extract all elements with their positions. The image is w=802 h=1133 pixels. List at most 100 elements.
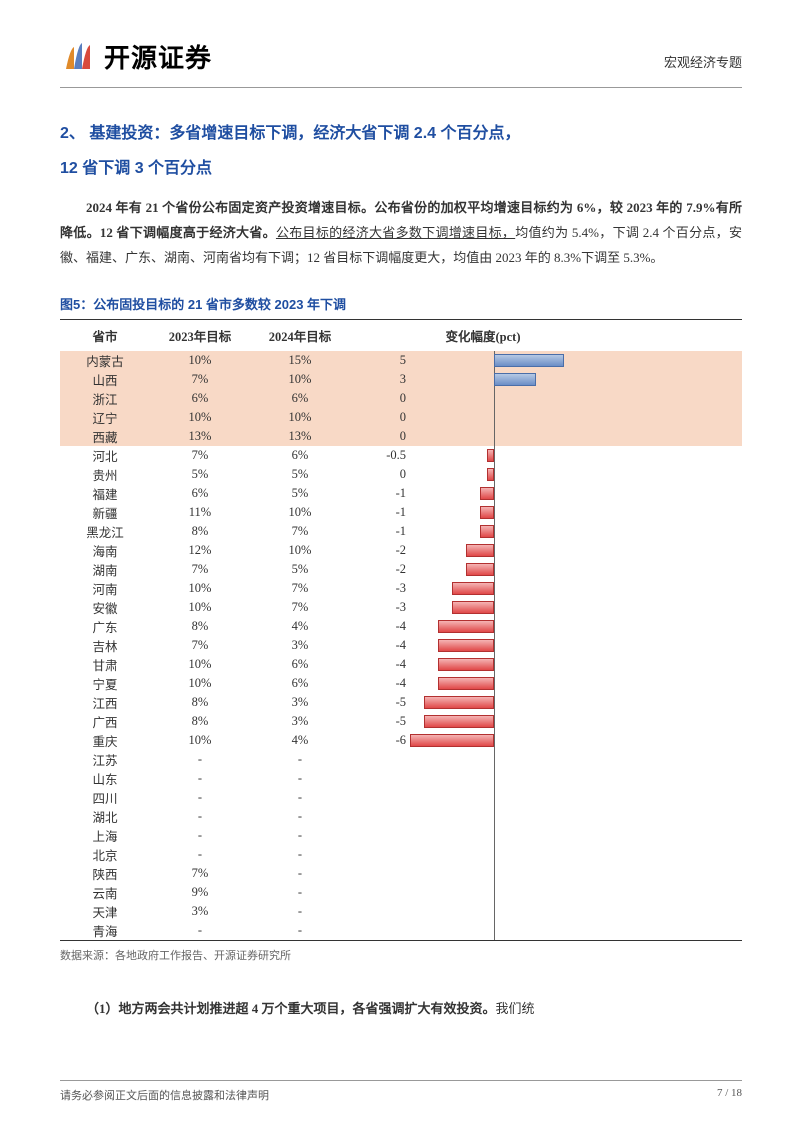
table-row: 河北7%6%-0.5 bbox=[60, 446, 742, 465]
cell-target-2024: 6% bbox=[250, 676, 350, 691]
table-row: 贵州5%5%0 bbox=[60, 465, 742, 484]
zero-axis-line bbox=[494, 579, 495, 598]
cell-target-2024: 7% bbox=[250, 524, 350, 539]
col-head-change: 变化幅度(pct) bbox=[350, 326, 620, 345]
cell-change-value: 0 bbox=[350, 391, 410, 406]
cell-target-2024: 4% bbox=[250, 619, 350, 634]
zero-axis-line bbox=[494, 408, 495, 427]
cell-province: 广西 bbox=[60, 712, 150, 731]
cell-change-value: -0.5 bbox=[350, 448, 410, 463]
zero-axis-line bbox=[494, 522, 495, 541]
cell-target-2024: - bbox=[250, 790, 350, 805]
cell-change-bar bbox=[410, 712, 620, 731]
zero-axis-line bbox=[494, 427, 495, 446]
table-row: 海南12%10%-2 bbox=[60, 541, 742, 560]
cell-change-value: -4 bbox=[350, 619, 410, 634]
cell-change-bar bbox=[410, 769, 620, 788]
table-row: 广西8%3%-5 bbox=[60, 712, 742, 731]
cell-target-2023: - bbox=[150, 847, 250, 862]
zero-axis-line bbox=[494, 883, 495, 902]
figure-caption: 图5：公布固投目标的 21 省市多数较 2023 年下调 bbox=[60, 294, 742, 313]
cell-target-2024: 6% bbox=[250, 391, 350, 406]
zero-axis-line bbox=[494, 864, 495, 883]
cell-change-value: -2 bbox=[350, 543, 410, 558]
cell-target-2024: 15% bbox=[250, 353, 350, 368]
cell-change-value: -4 bbox=[350, 638, 410, 653]
cell-change-bar bbox=[410, 389, 620, 408]
table-row: 广东8%4%-4 bbox=[60, 617, 742, 636]
cell-change-bar bbox=[410, 617, 620, 636]
table-row: 江西8%3%-5 bbox=[60, 693, 742, 712]
table-row: 西藏13%13%0 bbox=[60, 427, 742, 446]
cell-province: 四川 bbox=[60, 788, 150, 807]
table-row: 黑龙江8%7%-1 bbox=[60, 522, 742, 541]
sub-tail: 我们统 bbox=[496, 1001, 535, 1016]
cell-province: 山东 bbox=[60, 769, 150, 788]
cell-target-2023: 13% bbox=[150, 429, 250, 444]
cell-change-bar bbox=[410, 579, 620, 598]
cell-province: 吉林 bbox=[60, 636, 150, 655]
cell-change-bar bbox=[410, 446, 620, 465]
cell-change-bar bbox=[410, 788, 620, 807]
cell-province: 宁夏 bbox=[60, 674, 150, 693]
zero-axis-line bbox=[494, 845, 495, 864]
cell-province: 河南 bbox=[60, 579, 150, 598]
cell-change-bar bbox=[410, 522, 620, 541]
bar-positive bbox=[494, 354, 564, 367]
cell-target-2024: - bbox=[250, 885, 350, 900]
zero-axis-line bbox=[494, 674, 495, 693]
bar-negative bbox=[487, 449, 494, 462]
cell-change-bar bbox=[410, 826, 620, 845]
cell-change-bar bbox=[410, 484, 620, 503]
col-head-2023: 2023年目标 bbox=[150, 326, 250, 345]
cell-change-value: -4 bbox=[350, 676, 410, 691]
table-row: 甘肃10%6%-4 bbox=[60, 655, 742, 674]
cell-change-bar bbox=[410, 560, 620, 579]
cell-target-2023: 8% bbox=[150, 619, 250, 634]
cell-province: 甘肃 bbox=[60, 655, 150, 674]
section-body: 2024 年有 21 个省份公布固定资产投资增速目标。公布省份的加权平均增速目标… bbox=[60, 196, 742, 270]
cell-change-value: -1 bbox=[350, 505, 410, 520]
cell-province: 辽宁 bbox=[60, 408, 150, 427]
zero-axis-line bbox=[494, 598, 495, 617]
cell-change-bar bbox=[410, 636, 620, 655]
cell-change-bar bbox=[410, 465, 620, 484]
table-row: 山西7%10%3 bbox=[60, 370, 742, 389]
table-body: 内蒙古10%15%5山西7%10%3浙江6%6%0辽宁10%10%0西藏13%1… bbox=[60, 351, 742, 940]
zero-axis-line bbox=[494, 731, 495, 750]
table-row: 四川-- bbox=[60, 788, 742, 807]
zero-axis-line bbox=[494, 389, 495, 408]
cell-province: 湖北 bbox=[60, 807, 150, 826]
cell-province: 江西 bbox=[60, 693, 150, 712]
zero-axis-line bbox=[494, 769, 495, 788]
zero-axis-line bbox=[494, 826, 495, 845]
footer-disclaimer: 请务必参阅正文后面的信息披露和法律声明 bbox=[60, 1087, 269, 1103]
table-row: 安徽10%7%-3 bbox=[60, 598, 742, 617]
cell-change-value: -1 bbox=[350, 524, 410, 539]
cell-target-2023: 7% bbox=[150, 448, 250, 463]
table-row: 青海-- bbox=[60, 921, 742, 940]
zero-axis-line bbox=[494, 560, 495, 579]
zero-axis-line bbox=[494, 902, 495, 921]
cell-target-2024: 7% bbox=[250, 581, 350, 596]
cell-change-bar bbox=[410, 750, 620, 769]
table-row: 天津3%- bbox=[60, 902, 742, 921]
cell-target-2023: 5% bbox=[150, 467, 250, 482]
logo-block: 开源证券 bbox=[60, 38, 212, 75]
cell-target-2023: 10% bbox=[150, 353, 250, 368]
table-row: 福建6%5%-1 bbox=[60, 484, 742, 503]
body-underline: 公布目标的经济大省多数下调增速目标， bbox=[276, 225, 515, 240]
cell-target-2024: 10% bbox=[250, 543, 350, 558]
bar-negative bbox=[466, 544, 494, 557]
company-logo-icon bbox=[60, 39, 96, 75]
bar-negative bbox=[438, 620, 494, 633]
table-row: 江苏-- bbox=[60, 750, 742, 769]
cell-province: 海南 bbox=[60, 541, 150, 560]
figure-table: 省市 2023年目标 2024年目标 变化幅度(pct) 内蒙古10%15%5山… bbox=[60, 319, 742, 941]
zero-axis-line bbox=[494, 712, 495, 731]
cell-target-2023: 6% bbox=[150, 486, 250, 501]
cell-province: 江苏 bbox=[60, 750, 150, 769]
cell-target-2024: 5% bbox=[250, 486, 350, 501]
cell-province: 内蒙古 bbox=[60, 351, 150, 370]
bar-negative bbox=[466, 563, 494, 576]
